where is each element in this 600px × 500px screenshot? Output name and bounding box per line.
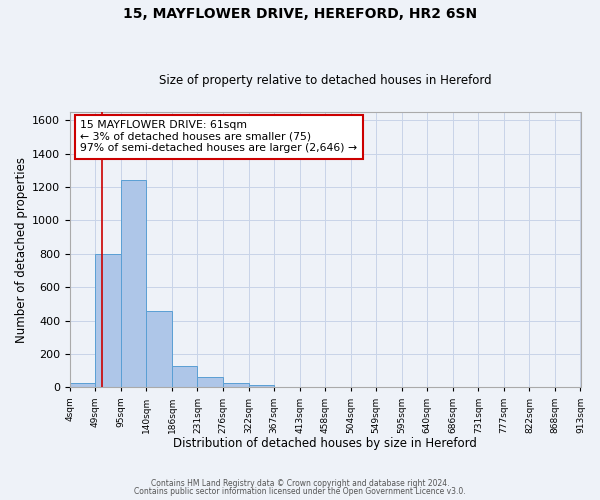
Text: Contains HM Land Registry data © Crown copyright and database right 2024.: Contains HM Land Registry data © Crown c… xyxy=(151,478,449,488)
Y-axis label: Number of detached properties: Number of detached properties xyxy=(15,156,28,342)
Text: Contains public sector information licensed under the Open Government Licence v3: Contains public sector information licen… xyxy=(134,487,466,496)
Bar xyxy=(95,254,121,388)
Bar xyxy=(121,180,146,388)
Title: Size of property relative to detached houses in Hereford: Size of property relative to detached ho… xyxy=(159,74,491,87)
Text: 15 MAYFLOWER DRIVE: 61sqm
← 3% of detached houses are smaller (75)
97% of semi-d: 15 MAYFLOWER DRIVE: 61sqm ← 3% of detach… xyxy=(80,120,358,153)
Bar xyxy=(172,366,197,388)
Text: 15, MAYFLOWER DRIVE, HEREFORD, HR2 6SN: 15, MAYFLOWER DRIVE, HEREFORD, HR2 6SN xyxy=(123,8,477,22)
X-axis label: Distribution of detached houses by size in Hereford: Distribution of detached houses by size … xyxy=(173,437,477,450)
Bar xyxy=(223,384,248,388)
Bar xyxy=(197,376,223,388)
Bar xyxy=(70,384,95,388)
Bar xyxy=(146,312,172,388)
Bar xyxy=(248,385,274,388)
